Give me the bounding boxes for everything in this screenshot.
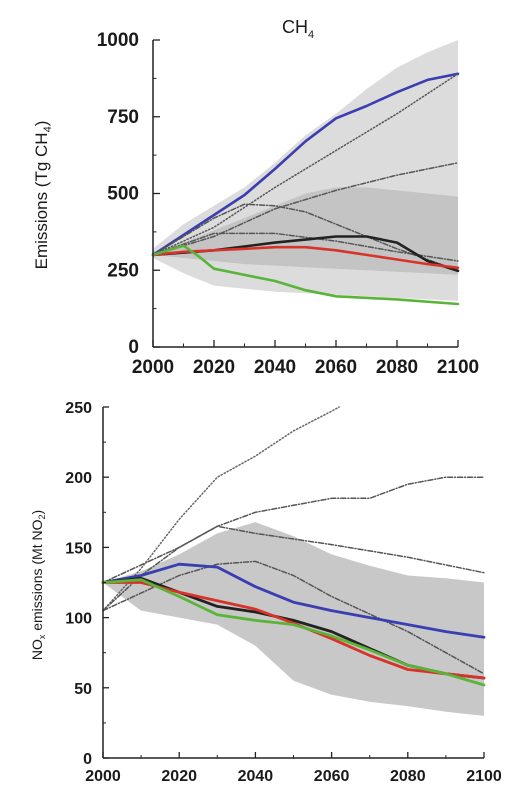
ch4-x-tick-label: 2060 (315, 357, 357, 378)
ch4-series-line-2 (152, 73, 459, 256)
nox-y-tick-label: 150 (65, 540, 92, 557)
nox-series-line-2 (102, 476, 485, 612)
nox-panel: 2000 2020 2040 2060 2080 2100050100150200250 … (29, 400, 502, 785)
ch4-y-tick-label: 250 (107, 260, 139, 281)
ch4-series-line-7 (151, 245, 460, 270)
ch4-x-tick-label: 2040 (254, 357, 296, 378)
nox-series-line-3 (102, 525, 485, 584)
ch4-y-tick-label: 500 (107, 184, 139, 205)
nox-series-line-8 (101, 578, 486, 687)
nox-x-tick-label: 2040 (238, 768, 274, 785)
ch4-range-band-2 (153, 187, 458, 275)
nox-x-tick-label: 2100 (466, 768, 502, 785)
nox-y-tick-label: 200 (65, 470, 92, 487)
ch4-panel: 2000 2020 2040 2060 2080 2100 0 250 500 750 1000 C… (32, 17, 479, 378)
nox-y-axis-label: NOx emissions (Mt NO2) (29, 510, 47, 660)
ch4-y-tick-label: 1000 (97, 30, 139, 51)
nox-x-tick-label: 2080 (390, 768, 426, 785)
ch4-series-line-6 (151, 235, 460, 273)
nox-y-tick-label: 0 (83, 751, 92, 768)
nox-series-line-4 (102, 560, 485, 675)
nox-x-tick-label: 2020 (161, 768, 197, 785)
ch4-x-tick-label: 2020 (193, 357, 235, 378)
ch4-x-tick-label: 2000 (132, 357, 174, 378)
nox-y-tick-label: 50 (74, 681, 92, 698)
ch4-y-axis-label: Emissions (Tg CH4) (32, 121, 54, 270)
ch4-series-line-5 (152, 232, 459, 262)
ch4-series-line-8 (151, 244, 460, 306)
ch4-x-tick-label: 2100 (437, 357, 479, 378)
ch4-title: CH4 (282, 17, 314, 41)
ch4-series-line-1 (151, 72, 460, 257)
ch4-series-line-3 (152, 162, 459, 256)
ch4-x-tick-label: 2080 (376, 357, 418, 378)
nox-y-tick-label: 100 (65, 611, 92, 628)
ch4-y-tick-label: 0 (128, 337, 139, 358)
nox-series-line-1 (102, 406, 340, 612)
nox-x-tick-label: 2060 (314, 768, 350, 785)
ch4-y-tick-label: 750 (107, 107, 139, 128)
nox-y-tick-label: 250 (65, 400, 92, 417)
ch4-series-line-4 (152, 203, 459, 272)
nox-x-tick-label: 2000 (85, 768, 121, 785)
nox-series-line-5 (101, 562, 486, 639)
